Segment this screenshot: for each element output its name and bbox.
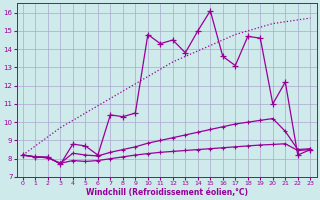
X-axis label: Windchill (Refroidissement éolien,°C): Windchill (Refroidissement éolien,°C)	[85, 188, 248, 197]
